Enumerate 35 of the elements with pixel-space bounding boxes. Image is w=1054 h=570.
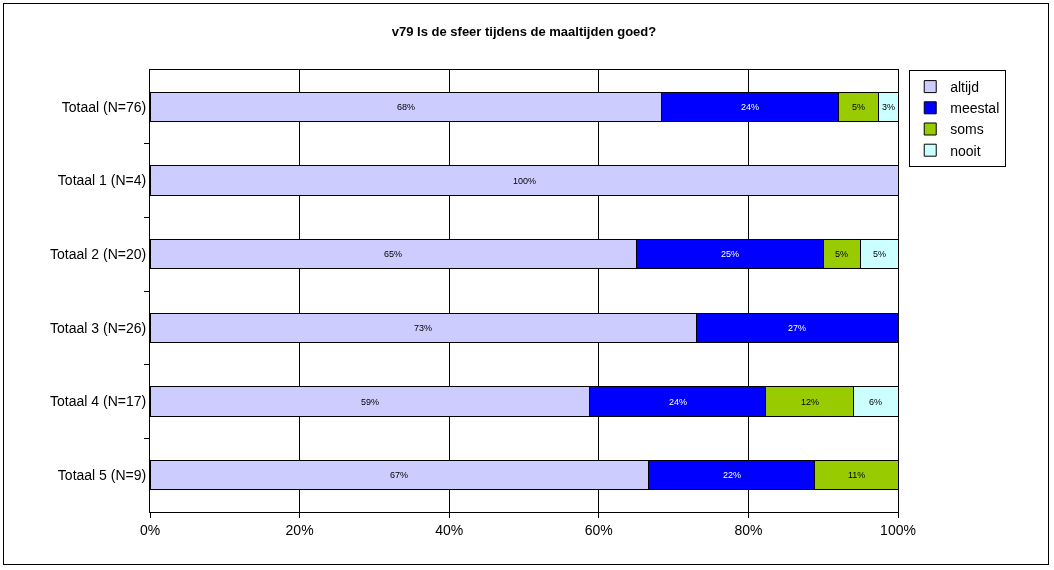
data-label: 25%	[721, 249, 740, 259]
chart-title: v79 Is de sfeer tijdens de maaltijden goed?	[391, 23, 657, 39]
legend-label: nooit	[950, 142, 981, 159]
legend-label: soms	[950, 121, 984, 138]
y-tick-label: Totaal 5 (N=9)	[57, 467, 147, 484]
x-tick-label: 0%	[139, 521, 161, 538]
legend-label: meestal	[950, 100, 1000, 117]
data-label: 5%	[852, 102, 866, 112]
data-label: 5%	[835, 249, 849, 259]
data-label: 24%	[669, 397, 688, 407]
data-label: 100%	[513, 176, 537, 186]
y-tick-label: Totaal 1 (N=4)	[57, 172, 147, 189]
x-tick-label: 20%	[285, 521, 314, 538]
data-label: 27%	[788, 323, 807, 333]
data-label: 67%	[390, 470, 409, 480]
legend-label: altijd	[950, 79, 980, 96]
data-label: 11%	[848, 470, 866, 480]
x-tick-label: 80%	[734, 521, 763, 538]
data-label: 65%	[384, 249, 403, 259]
x-tick-label: 40%	[435, 521, 464, 538]
data-label: 12%	[801, 397, 820, 407]
data-label: 73%	[414, 323, 433, 333]
data-label: 5%	[873, 249, 887, 259]
x-tick-label: 100%	[880, 521, 916, 538]
x-tick-label: 60%	[584, 521, 613, 538]
data-label: 6%	[869, 397, 883, 407]
data-label: 24%	[741, 102, 760, 112]
data-label: 22%	[723, 470, 742, 480]
data-label: 3%	[882, 102, 896, 112]
y-tick-label: Totaal 3 (N=26)	[50, 319, 147, 336]
data-label: 59%	[361, 397, 380, 407]
data-label: 68%	[397, 102, 416, 112]
y-tick-label: Totaal (N=76)	[61, 98, 147, 115]
y-tick-label: Totaal 2 (N=20)	[50, 246, 147, 263]
y-tick-label: Totaal 4 (N=17)	[50, 393, 147, 410]
